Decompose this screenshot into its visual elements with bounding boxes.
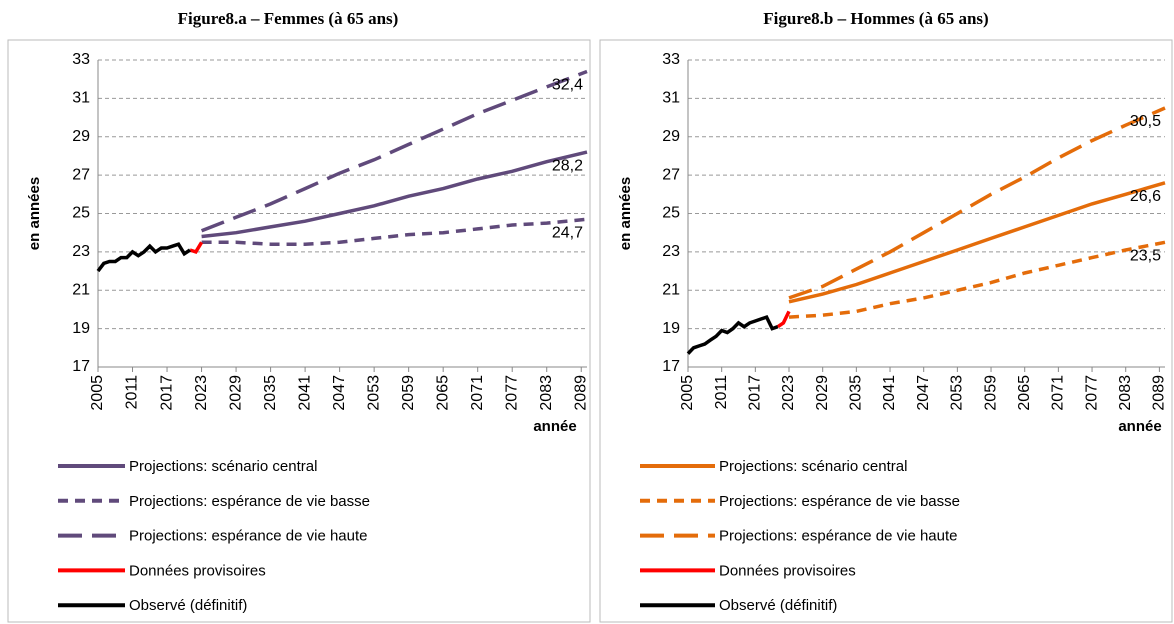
x-tick-label: 2071 bbox=[469, 375, 486, 411]
y-tick-label: 19 bbox=[662, 320, 680, 337]
y-axis-label: en années bbox=[26, 177, 43, 250]
x-tick-label: 2011 bbox=[713, 375, 730, 410]
end-label: 30,5 bbox=[1130, 113, 1161, 130]
series-line bbox=[788, 181, 1166, 304]
legend-label: Projections: scénario central bbox=[129, 458, 317, 475]
y-tick-label: 17 bbox=[662, 358, 680, 375]
legend-label: Projections: espérance de vie basse bbox=[719, 493, 960, 510]
y-axis-label: en années bbox=[617, 177, 634, 250]
y-tick-label: 25 bbox=[662, 205, 680, 222]
x-tick-label: 2059 bbox=[982, 375, 999, 411]
y-tick-label: 23 bbox=[72, 243, 90, 260]
x-tick-label: 2017 bbox=[158, 375, 175, 411]
x-axis-label: année bbox=[533, 418, 576, 435]
y-tick-label: 19 bbox=[72, 320, 90, 337]
y-tick-label: 31 bbox=[72, 90, 90, 107]
legend-label: Projections: scénario central bbox=[719, 458, 907, 475]
legend-label: Projections: espérance de vie haute bbox=[129, 528, 367, 545]
x-tick-label: 2005 bbox=[679, 375, 696, 411]
x-tick-label: 2011 bbox=[124, 375, 141, 410]
x-tick-label: 2059 bbox=[400, 375, 417, 411]
x-tick-label: 2071 bbox=[1050, 375, 1067, 411]
chart-title: Figure8.a – Femmes (à 65 ans) bbox=[178, 9, 399, 28]
y-tick-label: 33 bbox=[72, 51, 90, 68]
x-tick-label: 2083 bbox=[1117, 375, 1134, 411]
panel-border bbox=[599, 39, 1173, 623]
end-label: 26,6 bbox=[1130, 188, 1161, 205]
series-line bbox=[201, 150, 588, 239]
y-tick-label: 29 bbox=[72, 128, 90, 145]
series-line bbox=[788, 106, 1166, 300]
x-tick-label: 2089 bbox=[572, 375, 589, 411]
x-tick-label: 2083 bbox=[538, 375, 555, 411]
x-tick-label: 2065 bbox=[434, 375, 451, 411]
x-tick-label: 2047 bbox=[331, 375, 348, 411]
x-tick-label: 2077 bbox=[1083, 375, 1100, 411]
panel-border bbox=[7, 39, 591, 623]
legend-label: Observé (définitif) bbox=[719, 597, 837, 614]
y-tick-label: 27 bbox=[662, 166, 680, 183]
end-label: 32,4 bbox=[552, 77, 583, 94]
x-axis-label: année bbox=[1118, 418, 1161, 435]
y-tick-label: 33 bbox=[662, 51, 680, 68]
end-label: 23,5 bbox=[1130, 248, 1161, 265]
y-tick-label: 29 bbox=[662, 128, 680, 145]
y-tick-label: 25 bbox=[72, 205, 90, 222]
series-line bbox=[776, 310, 791, 329]
y-tick-label: 21 bbox=[662, 281, 680, 298]
y-tick-label: 23 bbox=[662, 243, 680, 260]
y-tick-label: 27 bbox=[72, 166, 90, 183]
x-tick-label: 2077 bbox=[503, 375, 520, 411]
x-tick-label: 2065 bbox=[1016, 375, 1033, 411]
x-tick-label: 2053 bbox=[949, 375, 966, 411]
series-line bbox=[96, 242, 191, 273]
y-tick-label: 31 bbox=[662, 90, 680, 107]
series-line bbox=[201, 217, 588, 246]
series-line bbox=[686, 314, 779, 355]
legend-label: Observé (définitif) bbox=[129, 597, 247, 614]
y-tick-label: 21 bbox=[72, 281, 90, 298]
legend-label: Données provisoires bbox=[129, 562, 266, 579]
legend-label: Projections: espérance de vie basse bbox=[129, 493, 370, 510]
legend-label: Données provisoires bbox=[719, 562, 856, 579]
chart-title: Figure8.b – Hommes (à 65 ans) bbox=[763, 9, 988, 28]
x-tick-label: 2029 bbox=[814, 375, 831, 411]
y-tick-label: 17 bbox=[72, 358, 90, 375]
x-tick-label: 2053 bbox=[365, 375, 382, 411]
x-tick-label: 2035 bbox=[262, 375, 279, 411]
x-tick-label: 2047 bbox=[915, 375, 932, 411]
series-line bbox=[200, 69, 588, 233]
series-line bbox=[788, 240, 1166, 319]
x-tick-label: 2035 bbox=[848, 375, 865, 411]
x-tick-label: 2023 bbox=[193, 375, 210, 411]
series-line bbox=[189, 241, 204, 254]
x-tick-label: 2017 bbox=[747, 375, 764, 411]
end-label: 28,2 bbox=[552, 157, 583, 174]
x-tick-label: 2023 bbox=[780, 375, 797, 411]
x-tick-label: 2005 bbox=[89, 375, 106, 411]
x-tick-label: 2089 bbox=[1151, 375, 1168, 411]
x-tick-label: 2041 bbox=[881, 375, 898, 411]
x-tick-label: 2029 bbox=[227, 375, 244, 411]
legend-label: Projections: espérance de vie haute bbox=[719, 528, 957, 545]
x-tick-label: 2041 bbox=[296, 375, 313, 411]
end-label: 24,7 bbox=[552, 224, 583, 241]
